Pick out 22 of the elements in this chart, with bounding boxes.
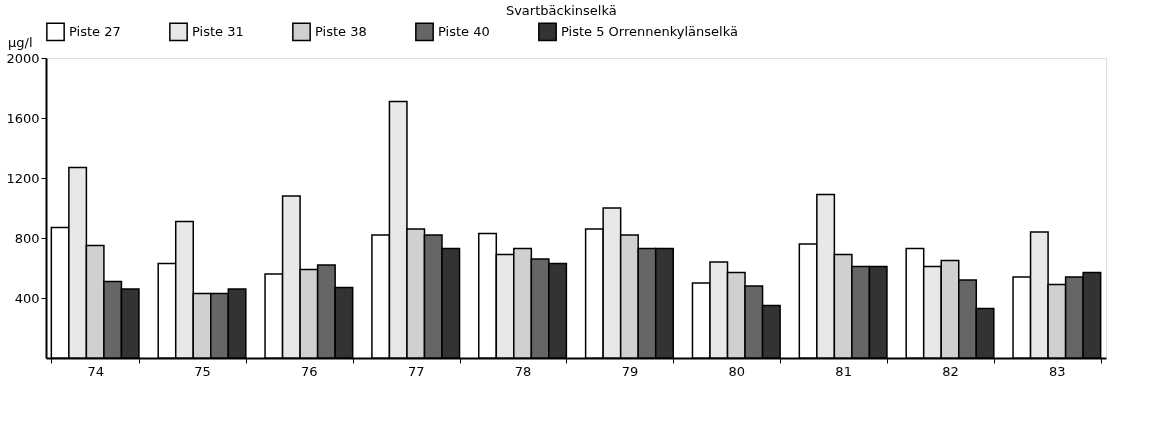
legend-label: Piste 27 (69, 23, 121, 39)
y-tick-label: 400 (14, 290, 40, 306)
y-axis-title: µg/l (8, 35, 33, 50)
y-tick-label: 1600 (6, 110, 40, 126)
x-tick-label: 75 (194, 363, 211, 379)
x-tick-label: 81 (835, 363, 852, 379)
x-tick-label: 79 (621, 363, 639, 379)
x-tick-label: 78 (514, 363, 532, 379)
text: Svartbäckinselkä (505, 3, 617, 18)
y-tick-label: 2000 (6, 50, 40, 66)
x-tick-label: 74 (87, 363, 104, 379)
x-tick-label: 82 (942, 363, 959, 379)
legend-label: Piste 5 Orrennenkylänselkä (561, 23, 738, 39)
legend-label: Piste 40 (438, 23, 490, 39)
legend-label: Piste 31 (192, 23, 244, 39)
x-tick-label: 80 (728, 363, 746, 379)
x-tick-label: 77 (407, 363, 425, 379)
y-tick-label: 800 (14, 230, 40, 246)
x-tick-label: 76 (301, 363, 318, 379)
x-tick-label: 83 (1049, 363, 1066, 379)
y-tick-label: 1200 (6, 170, 40, 186)
legend-label: Piste 38 (315, 23, 367, 39)
